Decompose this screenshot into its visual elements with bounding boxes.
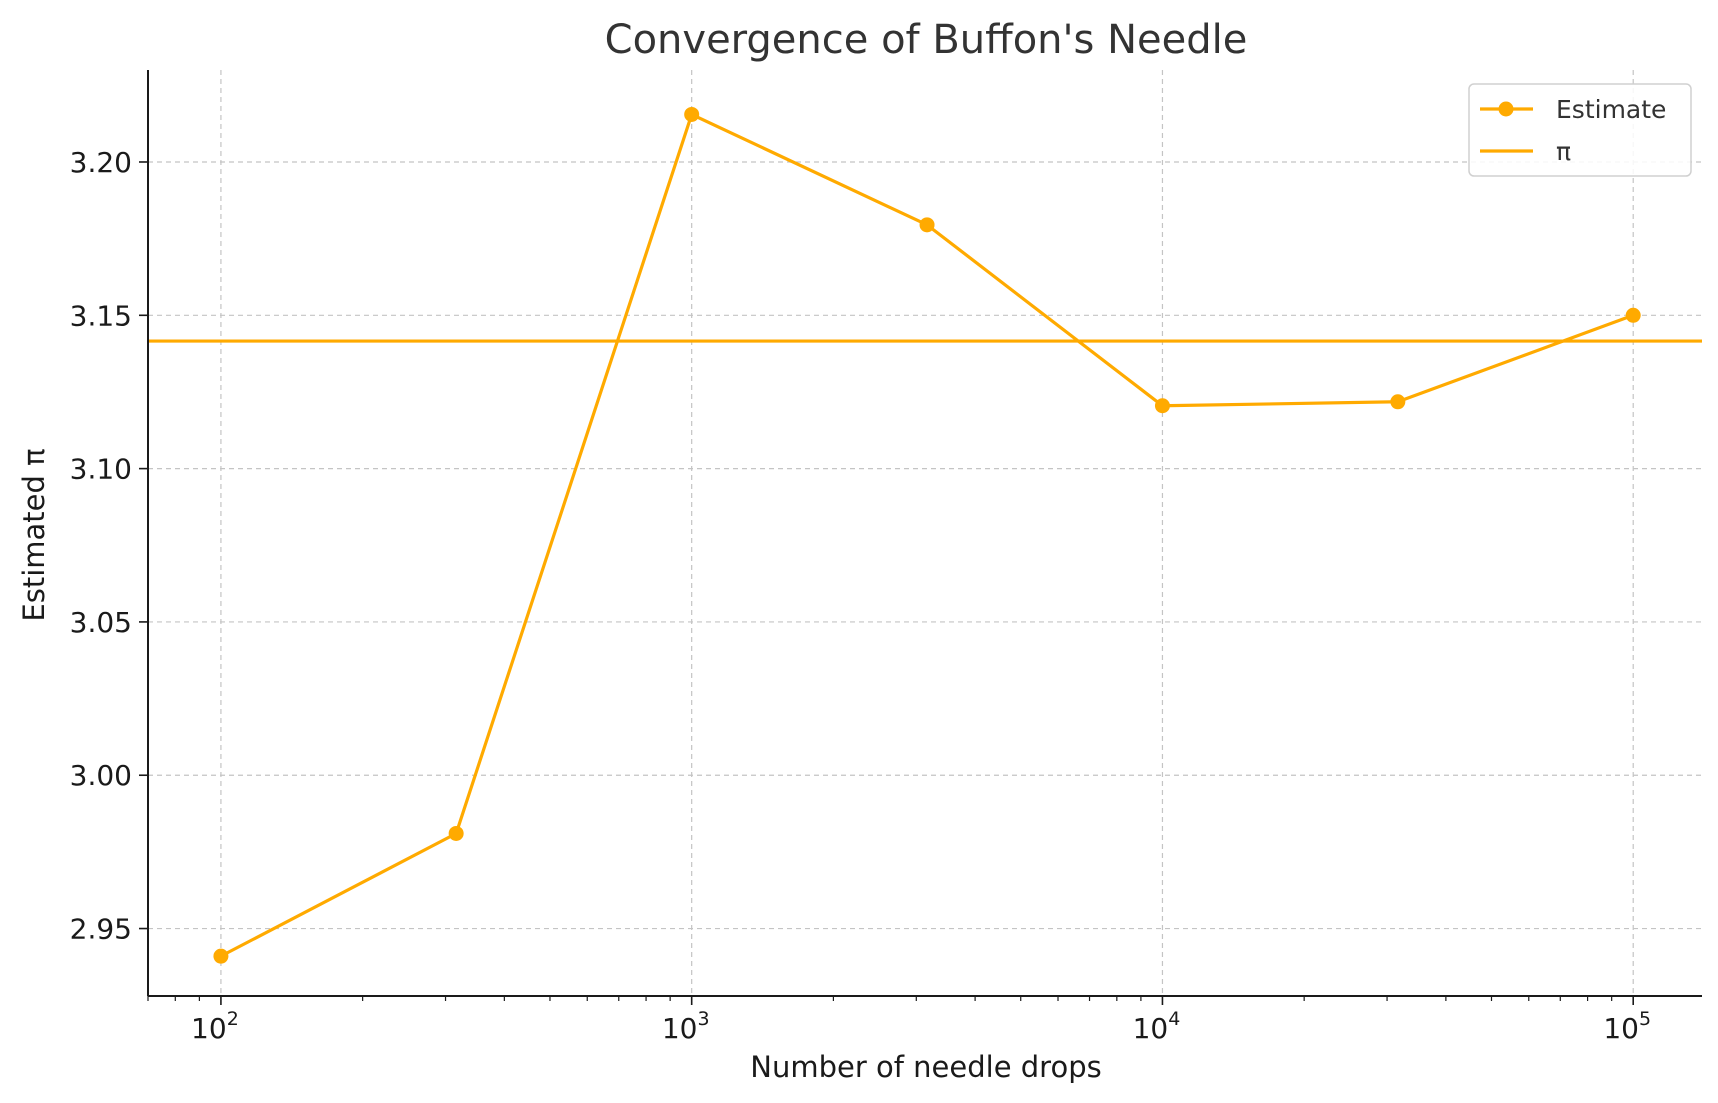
x-tick-exponent: 2 <box>227 1008 239 1030</box>
x-tick-label: 104 <box>1133 1008 1181 1045</box>
y-tick-label: 2.95 <box>70 913 132 946</box>
chart-title: Convergence of Buffon's Needle <box>605 17 1248 63</box>
estimate-data-point <box>448 825 464 841</box>
grid <box>148 70 1702 996</box>
legend-marker-estimate <box>1498 101 1514 117</box>
y-tick-label: 3.05 <box>70 606 132 639</box>
estimate-data-point <box>1154 398 1170 414</box>
x-tick-base: 10 <box>1133 1012 1169 1045</box>
x-tick-label: 102 <box>191 1008 239 1045</box>
legend-label-pi: π <box>1556 137 1571 166</box>
x-tick-base: 10 <box>191 1012 227 1045</box>
estimate-data-point <box>213 948 229 964</box>
axes <box>147 70 1702 997</box>
y-tick-label: 3.20 <box>70 146 132 179</box>
x-tick-label: 105 <box>1603 1008 1651 1045</box>
x-tick-base: 10 <box>662 1012 698 1045</box>
estimate-data-point <box>1390 394 1406 410</box>
y-tick-label: 3.00 <box>70 759 132 792</box>
x-axis-label: Number of needle drops <box>750 1050 1101 1084</box>
x-tick-label: 103 <box>662 1008 710 1045</box>
legend-label-estimate: Estimate <box>1556 95 1666 124</box>
y-tick-label: 3.15 <box>70 299 132 332</box>
x-tick-exponent: 5 <box>1639 1008 1651 1030</box>
estimate-data-point <box>919 217 935 233</box>
legend-box <box>1468 83 1692 177</box>
estimate-series-line <box>220 112 1634 958</box>
x-tick-exponent: 4 <box>1168 1008 1180 1030</box>
y-axis-label: Estimated π <box>17 448 51 621</box>
estimate-data-point <box>1625 307 1641 323</box>
x-tick-exponent: 3 <box>697 1008 709 1030</box>
y-tick-label: 3.10 <box>70 453 132 486</box>
x-tick-base: 10 <box>1603 1012 1639 1045</box>
estimate-data-point <box>684 106 700 122</box>
series-layer <box>213 106 1641 964</box>
legend: Estimate π <box>1468 83 1692 177</box>
